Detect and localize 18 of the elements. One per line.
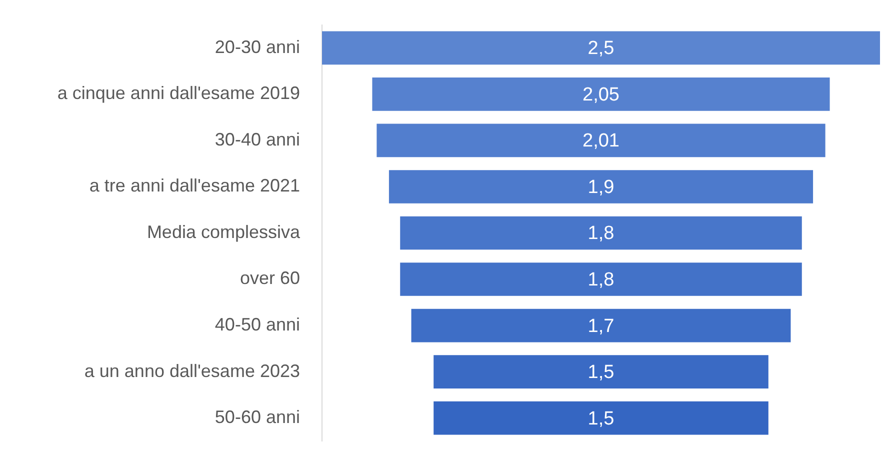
data-label: 1,8	[588, 270, 614, 290]
category-label: 20-30 anni	[214, 36, 300, 57]
category-label: a tre anni dall'esame 2021	[89, 176, 300, 196]
category-label: a un anno dall'esame 2023	[84, 360, 300, 381]
category-label: 40-50 anni	[214, 314, 300, 334]
data-label: 1,5	[588, 362, 614, 384]
data-label: 1,5	[588, 408, 614, 430]
category-label: over 60	[240, 268, 300, 288]
category-label: 30-40 anni	[214, 129, 300, 150]
data-label: 2,5	[588, 38, 614, 60]
data-label: 1,8	[588, 223, 614, 244]
category-label: Media complessiva	[146, 222, 301, 242]
data-label: 2,01	[582, 130, 620, 152]
category-label: 50-60 anni	[214, 407, 300, 428]
data-label: 1,7	[588, 316, 614, 337]
category-label: a cinque anni dall'esame 2019	[57, 83, 300, 104]
data-label: 1,9	[588, 176, 614, 198]
data-label: 2,05	[582, 84, 620, 106]
